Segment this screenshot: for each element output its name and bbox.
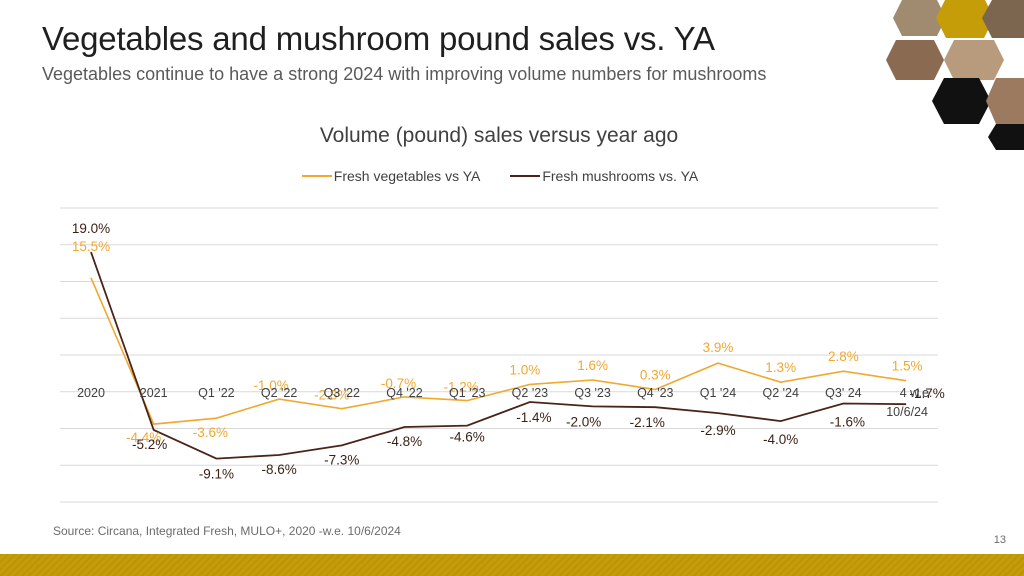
data-label-vegetables: 0.3% [640, 368, 671, 383]
data-label-vegetables: 2.8% [828, 349, 859, 364]
data-label-mushrooms: -1.4% [516, 410, 551, 425]
data-label-vegetables: 1.5% [892, 359, 923, 374]
hex-photo-onions [986, 78, 1024, 124]
x-tick-label: 4 w.e. 10/6/24 [886, 386, 932, 419]
chart-data-labels: 15.5% -4.4% -3.6% -1.0% -2.3% -0.7% -1.2% 1.0% 1… [72, 221, 945, 482]
x-tick-label: Q1 '24 [700, 386, 736, 400]
chart-title: Volume (pound) sales versus year ago [319, 124, 679, 147]
data-label-mushrooms: -2.9% [700, 423, 735, 438]
x-tick-label: Q2 '22 [261, 386, 297, 400]
data-label-vegetables: -4.4% [126, 430, 161, 445]
data-label-mushrooms: -1.6% [830, 415, 865, 430]
chart-legend: Fresh vegetables vs YA Fresh mushrooms v… [0, 168, 1000, 184]
slide-subtitle: Vegetables continue to have a strong 202… [42, 64, 767, 84]
slide-title: Vegetables and mushroom pound sales vs. … [42, 20, 715, 57]
x-tick-label: Q2 '23 [512, 386, 548, 400]
legend-label-mushrooms: Fresh mushrooms vs. YA [542, 168, 699, 184]
hex-photo-vegetables-left [886, 40, 944, 80]
data-label-vegetables: 15.5% [72, 239, 110, 254]
data-label-vegetables: 1.6% [577, 358, 608, 373]
chart-series-lines [90, 251, 907, 460]
x-tick-label: Q4 '22 [386, 386, 422, 400]
chart-x-ticks: 2020 2021 Q1 '22 Q2 '22 Q3 '22 Q4 '22 Q1 '23 Q2… [77, 386, 932, 419]
page-number: 13 [993, 534, 1006, 546]
data-label-mushrooms: -7.3% [324, 452, 359, 467]
honeycomb-photo-decoration [886, 0, 1024, 150]
data-label-mushrooms: -4.0% [763, 432, 798, 447]
data-label-mushrooms: -2.1% [630, 415, 665, 430]
legend-swatch-mushrooms [510, 175, 541, 177]
x-tick-label: Q1 '22 [198, 386, 234, 400]
hex-dark-left [932, 78, 991, 124]
x-tick-label: Q1 '23 [449, 386, 485, 400]
legend-item-mushrooms: Fresh mushrooms vs. YA [510, 168, 698, 184]
data-label-vegetables: -1.0% [253, 378, 288, 393]
data-label-mushrooms: 19.0% [72, 221, 110, 236]
x-tick-label: Q2 '24 [762, 386, 798, 400]
data-label-mushrooms: -5.2% [132, 437, 167, 452]
footer-bar [0, 554, 1024, 576]
legend-swatch-vegetables [301, 175, 332, 177]
hex-photo-vegetables-right [944, 40, 1004, 80]
legend-item-vegetables: Fresh vegetables vs YA [301, 168, 481, 184]
data-label-vegetables: 1.3% [765, 360, 796, 375]
data-label-mushrooms: -4.6% [450, 430, 485, 445]
data-label-vegetables: 1.0% [510, 362, 541, 377]
data-label-vegetables: -2.3% [314, 388, 349, 403]
data-label-vegetables: -1.2% [444, 380, 479, 395]
data-label-mushrooms: -2.0% [566, 414, 601, 429]
line-mushrooms [90, 251, 907, 460]
data-label-vegetables: -0.7% [381, 376, 416, 391]
source-note: Source: Circana, Integrated Fresh, MULO+… [53, 524, 401, 538]
x-tick-label: Q3 '22 [324, 386, 360, 400]
x-tick-label: Q3' 24 [825, 386, 861, 400]
data-label-mushrooms: -4.8% [387, 434, 422, 449]
x-tick-label: 2020 [77, 386, 105, 400]
chart-gridlines [60, 207, 938, 503]
x-tick-label: Q4 '23 [637, 386, 673, 400]
hex-photo-garlic [982, 0, 1024, 38]
hex-photo-mushrooms [893, 0, 946, 36]
hex-dark-bottom [988, 124, 1024, 150]
legend-label-vegetables: Fresh vegetables vs YA [333, 168, 481, 184]
hex-gold-accent [936, 0, 994, 38]
x-tick-label: Q3 '23 [574, 386, 610, 400]
x-tick-label: 2021 [140, 386, 168, 400]
line-vegetables [90, 277, 907, 425]
data-label-mushrooms: -8.6% [261, 462, 296, 477]
data-label-vegetables: -3.6% [193, 425, 228, 440]
data-label-mushrooms: -9.1% [199, 467, 234, 482]
data-label-vegetables: 3.9% [703, 340, 734, 355]
data-label-mushrooms: -1.7% [909, 386, 944, 401]
